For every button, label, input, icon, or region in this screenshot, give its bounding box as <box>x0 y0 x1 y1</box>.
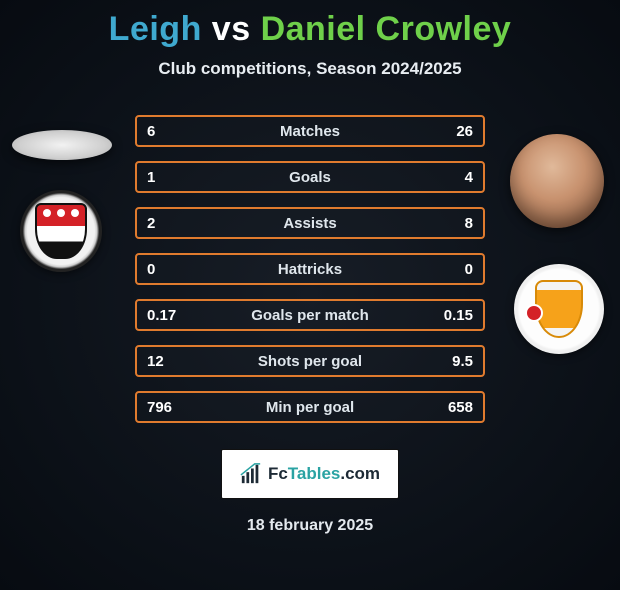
stat-right-value: 0 <box>425 261 473 278</box>
stat-label: Hattricks <box>195 261 425 278</box>
generated-date: 18 february 2025 <box>0 517 620 535</box>
brand-suffix: Tables <box>288 464 341 483</box>
mk-dons-shield-icon <box>535 280 583 338</box>
stat-row: 6Matches26 <box>135 115 485 147</box>
branding-text: FcTables.com <box>268 464 380 484</box>
stat-label: Goals per match <box>195 307 425 324</box>
stat-row: 0Hattricks0 <box>135 253 485 285</box>
stat-label: Goals <box>195 169 425 186</box>
stat-left-value: 2 <box>147 215 195 232</box>
subtitle: Club competitions, Season 2024/2025 <box>0 59 620 79</box>
stat-label: Assists <box>195 215 425 232</box>
branding-logo: FcTables.com <box>221 449 399 499</box>
stat-right-value: 0.15 <box>425 307 473 324</box>
stat-right-value: 26 <box>425 123 473 140</box>
brand-tld: .com <box>340 464 380 483</box>
stat-label: Shots per goal <box>195 353 425 370</box>
player1-name: Leigh <box>109 10 202 48</box>
bromley-shield-icon <box>35 203 87 259</box>
vs-text: vs <box>212 10 251 48</box>
comparison-title: Leigh vs Daniel Crowley <box>0 10 620 49</box>
stat-left-value: 796 <box>147 399 195 416</box>
stat-label: Matches <box>195 123 425 140</box>
stat-right-value: 9.5 <box>425 353 473 370</box>
stat-label: Min per goal <box>195 399 425 416</box>
stat-row: 0.17Goals per match0.15 <box>135 299 485 331</box>
stats-table: 6Matches26 1Goals4 2Assists8 0Hattricks0 0.1… <box>135 115 485 423</box>
stat-row: 796Min per goal658 <box>135 391 485 423</box>
player2-club-crest <box>514 264 604 354</box>
stat-right-value: 658 <box>425 399 473 416</box>
stat-right-value: 8 <box>425 215 473 232</box>
brand-prefix: Fc <box>268 464 288 483</box>
stat-left-value: 12 <box>147 353 195 370</box>
stat-row: 12Shots per goal9.5 <box>135 345 485 377</box>
stat-row: 2Assists8 <box>135 207 485 239</box>
stat-row: 1Goals4 <box>135 161 485 193</box>
bar-chart-icon <box>240 463 262 485</box>
stat-left-value: 6 <box>147 123 195 140</box>
player2-name: Daniel Crowley <box>261 10 512 48</box>
stat-left-value: 0.17 <box>147 307 195 324</box>
stat-right-value: 4 <box>425 169 473 186</box>
stat-left-value: 1 <box>147 169 195 186</box>
stat-left-value: 0 <box>147 261 195 278</box>
player1-club-crest <box>20 190 102 272</box>
player1-portrait <box>12 130 112 160</box>
player2-portrait <box>510 134 604 228</box>
